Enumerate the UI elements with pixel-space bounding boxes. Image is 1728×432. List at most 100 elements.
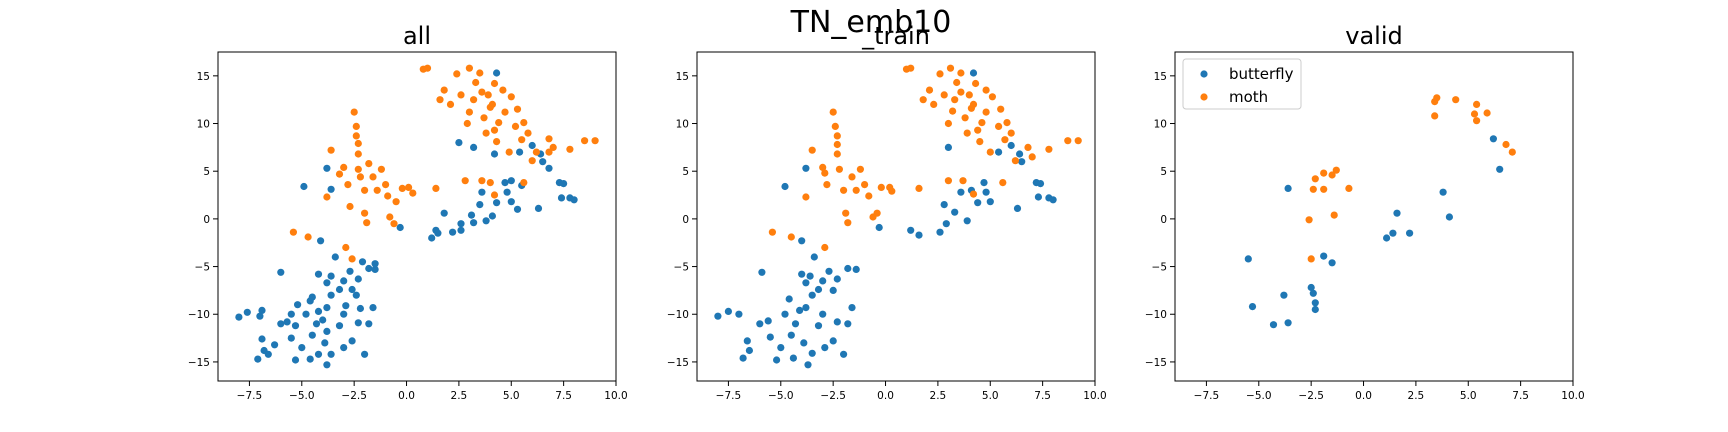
y-tick-label: 5 <box>682 166 689 178</box>
point-butterfly <box>323 304 331 312</box>
legend-label-butterfly: butterfly <box>1229 65 1294 83</box>
point-moth <box>507 93 515 101</box>
point-moth <box>446 100 455 108</box>
point-butterfly <box>844 320 852 328</box>
point-moth <box>944 177 953 185</box>
point-butterfly <box>493 69 501 77</box>
point-moth <box>888 187 896 195</box>
point-moth <box>833 132 841 140</box>
point-butterfly <box>314 350 323 358</box>
point-moth <box>919 96 927 104</box>
y-tick-label: −5 <box>1152 262 1167 274</box>
point-butterfly <box>277 320 285 328</box>
point-butterfly <box>852 265 860 273</box>
point-butterfly <box>570 196 578 204</box>
point-butterfly <box>396 223 404 232</box>
point-butterfly <box>371 260 379 268</box>
point-moth <box>986 148 994 156</box>
point-butterfly <box>758 268 766 276</box>
x-tick-label: −7.5 <box>716 390 742 402</box>
point-butterfly <box>1036 180 1045 188</box>
point-butterfly <box>808 291 816 299</box>
point-butterfly <box>844 264 852 273</box>
point-butterfly <box>254 355 262 363</box>
point-moth <box>1473 100 1481 108</box>
point-moth <box>819 163 827 171</box>
point-moth <box>1024 143 1032 151</box>
point-butterfly <box>327 350 335 358</box>
x-tick-label: −5.0 <box>289 390 315 402</box>
point-butterfly <box>944 143 953 151</box>
point-moth <box>344 181 352 189</box>
point-butterfly <box>271 341 279 349</box>
point-butterfly <box>314 307 323 315</box>
point-moth <box>988 93 997 101</box>
point-moth <box>951 96 959 104</box>
point-moth <box>802 193 810 201</box>
point-butterfly <box>428 234 436 242</box>
panel-title: _train <box>861 22 930 50</box>
x-tick-label: −2.5 <box>820 390 846 402</box>
point-moth <box>940 91 948 99</box>
point-moth <box>501 108 509 116</box>
panel-valid: valid −7.5 −5.0 −2.5 0.0 2.5 5.0 7.5 10.0 −15 −10 −… <box>1145 22 1585 402</box>
point-moth <box>972 79 980 88</box>
point-butterfly <box>369 304 377 312</box>
point-butterfly <box>283 318 291 326</box>
point-moth <box>976 138 984 146</box>
point-moth <box>1028 153 1036 161</box>
point-moth <box>965 91 973 99</box>
point-butterfly <box>915 231 923 239</box>
point-butterfly <box>980 179 988 187</box>
point-moth <box>461 177 469 185</box>
y-tick-label: 15 <box>676 71 689 83</box>
point-moth <box>1502 140 1510 149</box>
point-butterfly <box>327 272 335 280</box>
point-moth <box>453 70 461 78</box>
point-butterfly <box>1320 252 1328 260</box>
y-tick-label: 0 <box>682 214 689 226</box>
point-moth <box>398 184 406 192</box>
point-butterfly <box>1496 165 1504 173</box>
point-moth <box>335 170 344 178</box>
point-butterfly <box>308 293 316 301</box>
point-moth <box>566 145 574 153</box>
point-butterfly <box>308 331 316 339</box>
point-butterfly <box>287 310 295 318</box>
point-moth <box>354 165 362 173</box>
y-tick-label: −10 <box>188 309 210 321</box>
point-butterfly <box>258 306 266 314</box>
point-butterfly <box>327 291 335 299</box>
point-butterfly <box>1284 184 1292 192</box>
point-butterfly <box>840 350 848 358</box>
point-butterfly <box>833 318 841 326</box>
y-tick-label: −5 <box>195 262 210 274</box>
point-butterfly <box>317 237 325 245</box>
point-butterfly <box>781 182 789 191</box>
legend-box <box>1182 58 1302 110</box>
x-tick-label: 2.5 <box>451 390 468 402</box>
point-butterfly <box>802 304 810 312</box>
legend-label-moth: moth <box>1229 88 1268 106</box>
point-moth <box>1011 157 1020 165</box>
point-moth <box>354 150 362 158</box>
point-butterfly <box>312 320 321 328</box>
point-butterfly <box>995 148 1003 156</box>
y-tick-label: −15 <box>1145 357 1167 369</box>
point-moth <box>969 100 978 108</box>
point-butterfly <box>300 182 308 191</box>
point-moth <box>490 191 499 199</box>
point-butterfly <box>1244 255 1252 263</box>
point-butterfly <box>724 307 733 315</box>
x-tick-label: 5.0 <box>982 390 999 402</box>
point-moth <box>495 119 503 127</box>
point-moth <box>518 136 526 144</box>
point-butterfly <box>358 258 367 266</box>
x-tick-label: −5.0 <box>768 390 794 402</box>
x-tick-label: 7.5 <box>1034 390 1051 402</box>
point-moth <box>520 179 528 187</box>
point-moth <box>829 108 837 116</box>
point-moth <box>465 64 473 72</box>
panel-train: _train −7.5 −5.0 −2.5 0.0 2.5 5.0 7.5 10.0 −15 −10… <box>667 22 1107 402</box>
point-moth <box>907 64 915 72</box>
